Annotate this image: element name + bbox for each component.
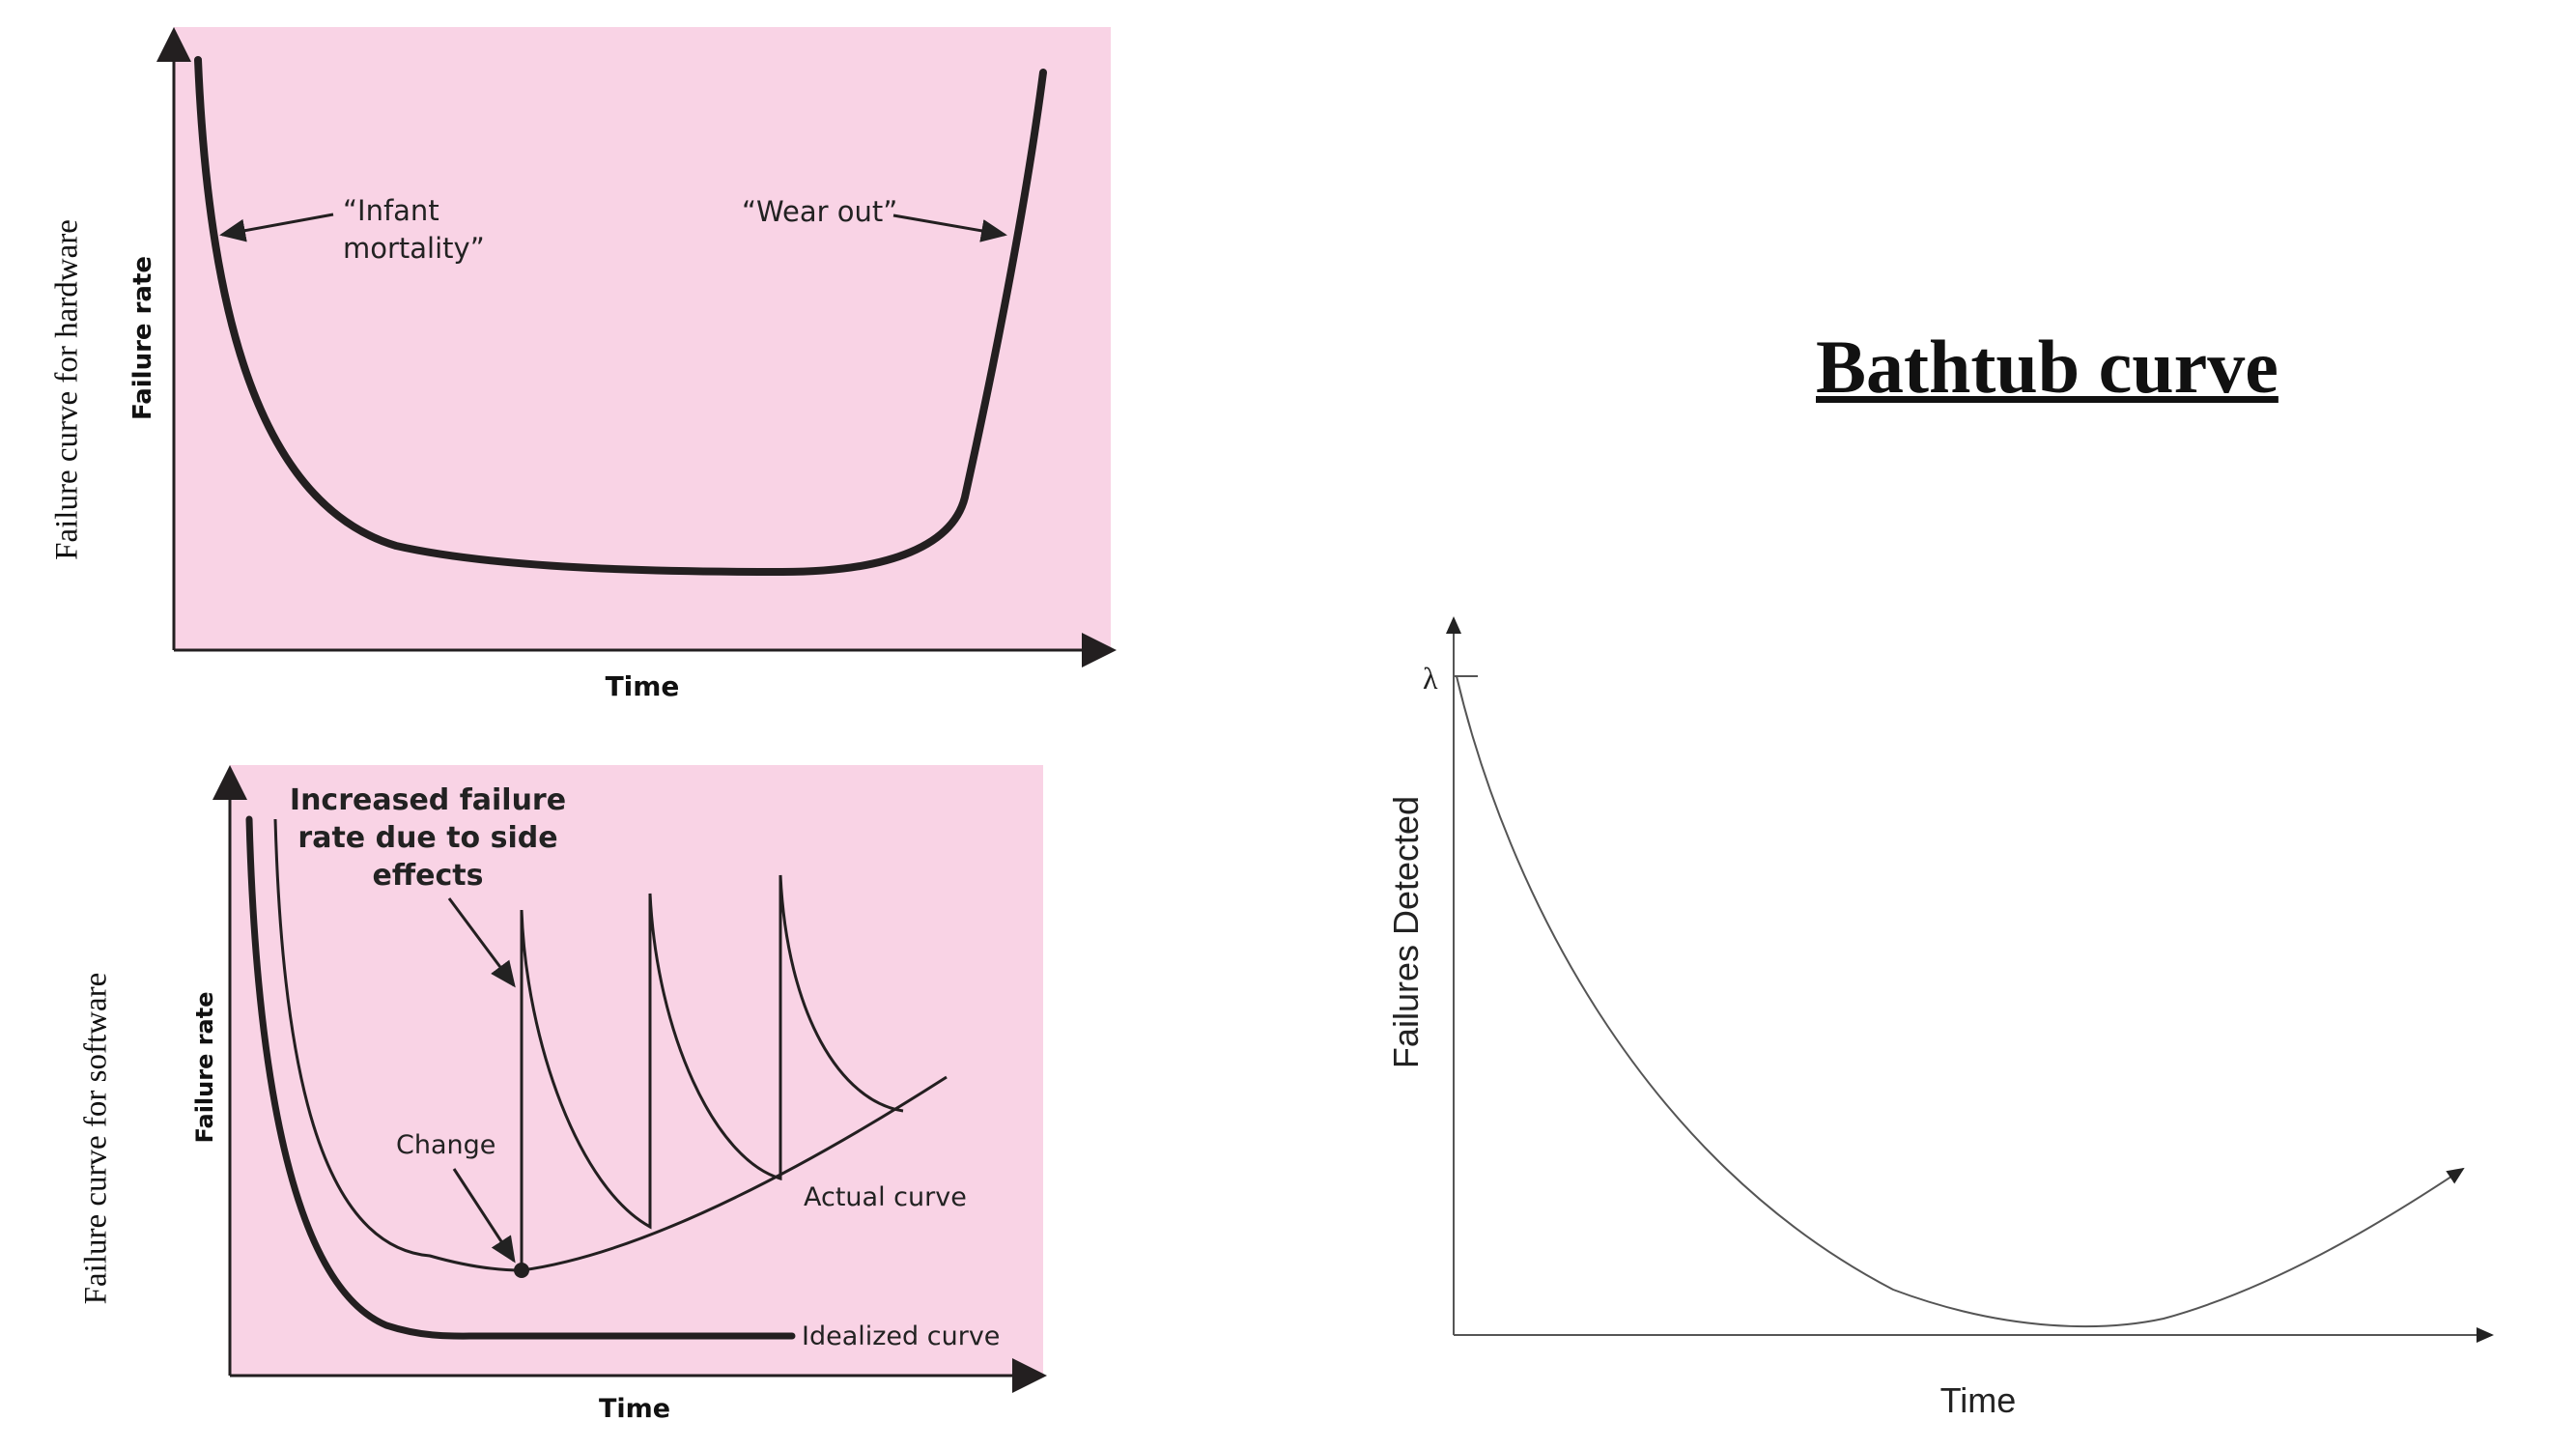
change-arrow [452,1168,516,1264]
lambda-tick-label: λ [1423,661,1438,696]
software-chart: Increased failure rate due to side effec… [191,765,1047,1424]
infant-mortality-label-2: mortality” [343,232,485,265]
idealized-curve [245,815,796,1340]
wear-out-arrow [892,213,1007,242]
bathtub-chart: λ Failures Detected Time [1386,616,2494,1420]
actual-curve-label: Actual curve [804,1182,967,1212]
increased-failure-label-3: effects [373,859,484,893]
software-y-axis-label: Failure rate [191,992,218,1144]
increased-failure-arrow [447,897,516,988]
hardware-x-axis-label: Time [606,670,680,702]
hardware-chart: “Infant mortality” “Wear out” Failure ra… [128,27,1117,702]
change-point [514,1263,529,1278]
idealized-curve-label: Idealized curve [802,1321,1000,1351]
hardware-failure-curve [194,56,1047,577]
increased-failure-label-2: rate due to side [297,821,557,855]
increased-failure-label: Increased failure [290,783,566,817]
infant-mortality-label: “Infant [343,194,439,227]
software-chart-panel [230,765,1043,1376]
change-label: Change [396,1130,495,1160]
bathtub-y-axis-label: Failures Detected [1386,796,1426,1068]
hardware-y-axis-label: Failure rate [128,256,157,420]
infant-mortality-arrow [219,213,334,242]
wear-out-label: “Wear out” [742,195,897,228]
software-x-axis-label: Time [599,1394,670,1424]
page-title: Bathtub curve [1816,325,2279,409]
actual-curve-spike-1 [520,874,904,1270]
bathtub-curve [1456,675,2465,1328]
hardware-chart-panel [174,27,1111,650]
actual-curve [273,818,948,1272]
bathtub-x-axis-label: Time [1940,1380,2017,1420]
